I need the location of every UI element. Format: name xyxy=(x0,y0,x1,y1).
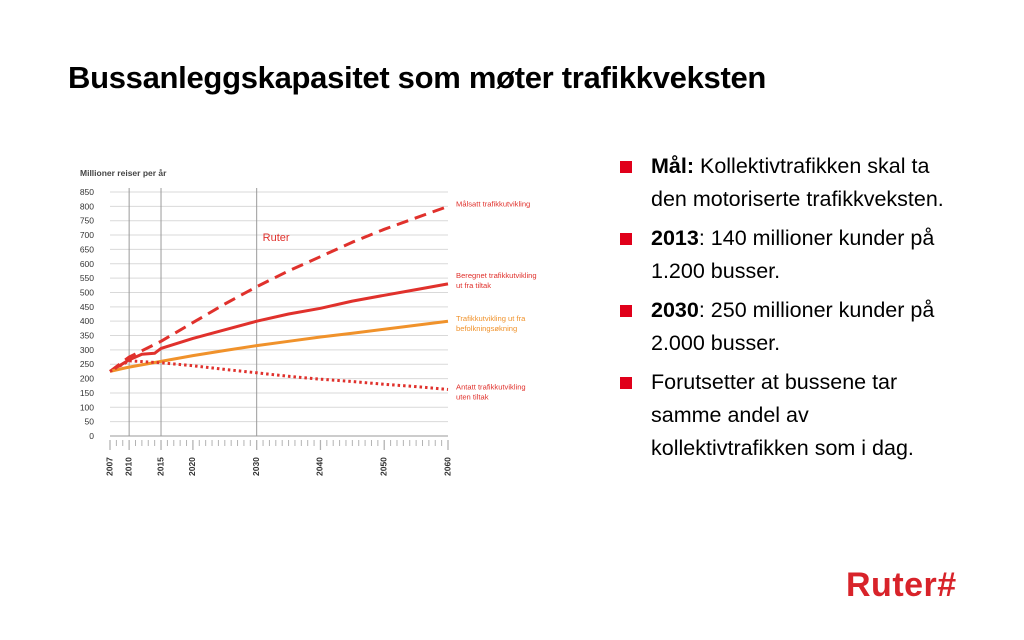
x-tick-label: 2020 xyxy=(187,457,197,476)
series-line xyxy=(109,282,449,373)
y-tick-label: 850 xyxy=(80,187,94,197)
series-label: Beregnet trafikkutvikling ut fra tiltak xyxy=(456,271,537,290)
bullet-item: 2030: 250 millioner kunder på 2.000 buss… xyxy=(618,294,968,360)
bullet-text: Kollektivtrafikken skal ta den motoriser… xyxy=(651,154,944,211)
y-tick-label: 350 xyxy=(80,331,94,341)
traffic-chart: Millioner reiser per år 0 50 100 150 200 250 3… xyxy=(78,160,578,490)
bullet-bold: 2030 xyxy=(651,298,699,322)
series-label: Trafikkutvikling ut fra befolkningsøkning xyxy=(456,314,526,333)
y-tick-label: 100 xyxy=(80,402,94,412)
series-line xyxy=(109,204,449,373)
square-bullet-icon xyxy=(620,233,632,245)
series-label: Antatt trafikkutvikling uten tiltak xyxy=(456,382,526,401)
y-tick-label: 750 xyxy=(80,216,94,226)
series-line xyxy=(109,359,449,391)
x-tick-label: 2040 xyxy=(315,457,325,476)
y-tick-label: 300 xyxy=(80,345,94,355)
bullet-bold: 2013 xyxy=(651,226,699,250)
series-label-line: Målsatt trafikkutvikling xyxy=(456,199,530,208)
y-tick-label: 150 xyxy=(80,388,94,398)
bullet-text: : 250 millioner kunder på 2.000 busser. xyxy=(651,298,935,355)
series-label-line: Beregnet trafikkutvikling xyxy=(456,271,537,280)
x-tick-label: 2060 xyxy=(442,457,452,476)
x-tick-label: 2010 xyxy=(123,457,133,476)
y-tick-label: 200 xyxy=(80,374,94,384)
bullet-text: Forutsetter at bussene tar samme andel a… xyxy=(651,370,914,460)
bullet-item: Mål: Kollektivtrafikken skal ta den moto… xyxy=(618,150,968,216)
y-tick-label: 400 xyxy=(80,316,94,326)
slide-title: Bussanleggskapasitet som møter trafikkve… xyxy=(68,60,767,95)
series-label-line: Trafikkutvikling ut fra xyxy=(456,314,526,323)
x-tick-label: 2030 xyxy=(251,457,261,476)
y-tick-label: 50 xyxy=(85,417,95,427)
y-tick-label: 600 xyxy=(80,259,94,269)
series-label: Målsatt trafikkutvikling xyxy=(456,199,530,208)
traffic-chart-svg: Millioner reiser per år 0 50 100 150 200 250 3… xyxy=(80,168,537,476)
grid-layer xyxy=(110,191,448,437)
series-label-line: Antatt trafikkutvikling xyxy=(456,382,526,391)
square-bullet-icon xyxy=(620,377,632,389)
bullet-item: 2013: 140 millioner kunder på 1.200 buss… xyxy=(618,222,968,288)
chart-annotation-ruter: Ruter xyxy=(263,232,290,244)
chart-ylabel: Millioner reiser per år xyxy=(80,168,167,178)
series-line xyxy=(109,319,449,373)
x-tick-label: 2007 xyxy=(104,457,114,476)
y-tick-label: 450 xyxy=(80,302,94,312)
series-label-line: befolkningsøkning xyxy=(456,324,517,333)
series-layer xyxy=(109,204,449,391)
series-label-line: ut fra tiltak xyxy=(456,281,491,290)
bullet-bold: Mål: xyxy=(651,154,694,178)
y-tick-label: 700 xyxy=(80,230,94,240)
y-tick-label: 550 xyxy=(80,273,94,283)
series-label-line: uten tiltak xyxy=(456,392,489,401)
y-tick-label: 800 xyxy=(80,201,94,211)
y-tick-label: 250 xyxy=(80,359,94,369)
x-tick-label: 2015 xyxy=(155,457,165,476)
series-label-layer: Målsatt trafikkutvikling Beregnet trafikk… xyxy=(456,199,537,401)
bullet-list: Mål: Kollektivtrafikken skal ta den moto… xyxy=(618,150,968,471)
square-bullet-icon xyxy=(620,305,632,317)
xtick-layer: 2007 2010 2015 2020 2030 2040 2050 2060 xyxy=(104,440,452,476)
ruter-logo: Ruter# xyxy=(846,566,957,604)
ytick-layer: 0 50 100 150 200 250 300 350 400 450 500 550 600 650 7… xyxy=(80,187,94,441)
bullet-text: : 140 millioner kunder på 1.200 busser. xyxy=(651,226,935,283)
y-tick-label: 650 xyxy=(80,244,94,254)
square-bullet-icon xyxy=(620,161,632,173)
y-tick-label: 500 xyxy=(80,287,94,297)
x-tick-label: 2050 xyxy=(378,457,388,476)
vline-layer xyxy=(128,188,258,436)
bullet-item: Forutsetter at bussene tar samme andel a… xyxy=(618,366,968,465)
y-tick-label: 0 xyxy=(89,431,94,441)
